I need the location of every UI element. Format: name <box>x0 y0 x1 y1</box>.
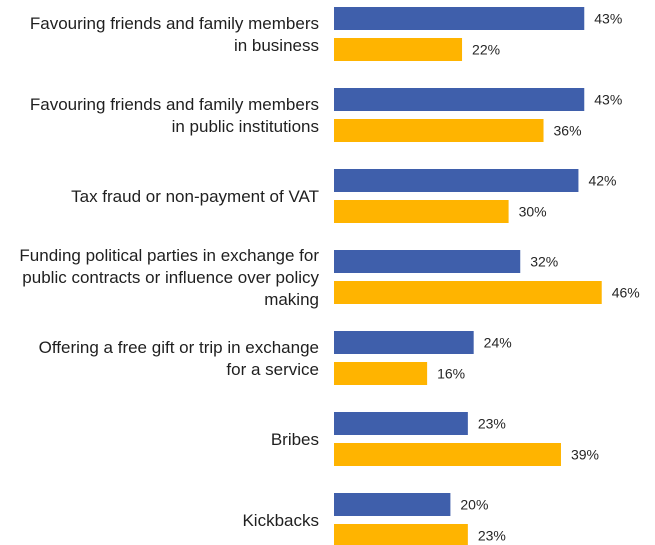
category-label-line: Favouring friends and family members <box>30 14 319 33</box>
category-label: Favouring friends and family members in p… <box>30 95 319 136</box>
value-label: 32% <box>530 254 558 270</box>
value-label: 36% <box>554 123 582 139</box>
bar-blue <box>334 88 585 111</box>
category-label-line: public contracts or influence over polic… <box>22 268 319 287</box>
category-label-line: for a service <box>226 360 319 379</box>
bar-blue <box>334 493 451 516</box>
category-label-line: Favouring friends and family members <box>30 95 319 114</box>
bar-blue <box>334 169 579 192</box>
category-label: Offering a free gift or trip in exchange… <box>39 338 319 379</box>
value-labels: 43% 22% 43% 36% 42% 30% 32% 46% 24% 16% 23% 39% 20% 2… <box>437 11 640 544</box>
value-label: 23% <box>478 528 506 544</box>
category-label-line: Tax fraud or non-payment of VAT <box>71 187 319 206</box>
category-label-line: Kickbacks <box>242 511 319 530</box>
bar-blue <box>334 250 521 273</box>
category-label-line: Funding political parties in exchange fo… <box>19 246 319 265</box>
bar-orange <box>334 200 509 223</box>
bar-blue <box>334 331 474 354</box>
category-label: Funding political parties in exchange fo… <box>19 246 319 309</box>
category-label-line: making <box>264 290 319 309</box>
value-label: 22% <box>472 42 500 58</box>
category-label-line: in public institutions <box>172 117 319 136</box>
category-label: Bribes <box>271 430 319 449</box>
bar-blue <box>334 7 585 30</box>
value-label: 42% <box>588 173 616 189</box>
category-labels: Favouring friends and family members in b… <box>19 14 319 530</box>
value-label: 24% <box>484 335 512 351</box>
value-label: 39% <box>571 447 599 463</box>
bar-orange <box>334 119 544 142</box>
category-label: Kickbacks <box>242 511 319 530</box>
bar-orange <box>334 281 602 304</box>
value-label: 16% <box>437 366 465 382</box>
category-label-line: Offering a free gift or trip in exchange <box>39 338 319 357</box>
bar-blue <box>334 412 468 435</box>
value-label: 43% <box>594 11 622 27</box>
value-label: 20% <box>460 497 488 513</box>
bar-orange <box>334 443 561 466</box>
value-label: 43% <box>594 92 622 108</box>
bar-orange <box>334 38 463 61</box>
value-label: 46% <box>612 285 640 301</box>
category-label-line: in business <box>234 36 319 55</box>
category-label: Favouring friends and family members in b… <box>30 14 319 55</box>
value-label: 30% <box>519 204 547 220</box>
category-label: Tax fraud or non-payment of VAT <box>71 187 319 206</box>
bars <box>334 7 602 545</box>
bar-orange <box>334 362 428 385</box>
category-label-line: Bribes <box>271 430 319 449</box>
value-label: 23% <box>478 416 506 432</box>
bar-orange <box>334 524 468 545</box>
